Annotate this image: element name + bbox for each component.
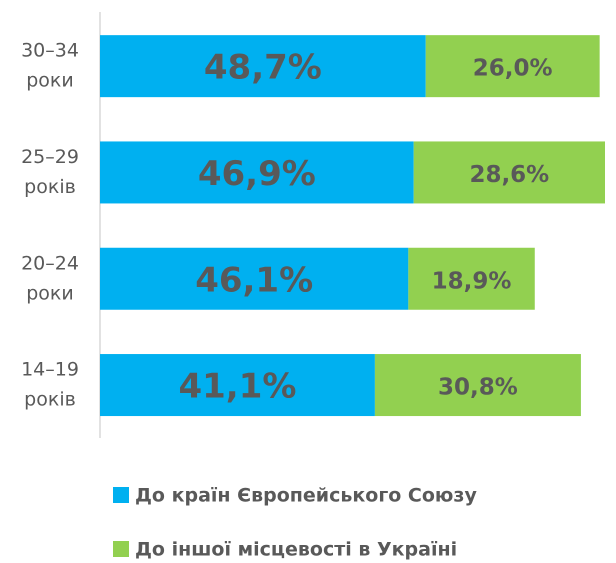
y-tick-label: 14–19 bbox=[21, 359, 79, 381]
y-tick-label: 30–34 bbox=[21, 40, 79, 62]
y-tick-label: 25–29 bbox=[21, 146, 79, 168]
y-tick-label: 20–24 bbox=[21, 252, 79, 274]
bar-segment bbox=[100, 354, 375, 417]
data-label: 41,1% bbox=[178, 367, 296, 407]
legend-swatch bbox=[113, 541, 129, 557]
data-label: 28,6% bbox=[469, 162, 549, 188]
legend-label: До іншої місцевості в Україні bbox=[135, 539, 457, 561]
bar-segment bbox=[413, 141, 605, 204]
bar-segment bbox=[408, 247, 535, 310]
y-tick-label: років bbox=[24, 389, 76, 411]
y-tick-label: роки bbox=[26, 282, 74, 304]
bar-segment bbox=[374, 354, 581, 417]
legend-label: До країн Європейського Союзу bbox=[135, 485, 477, 507]
bar-segment bbox=[100, 141, 414, 204]
data-label: 26,0% bbox=[473, 56, 553, 82]
y-tick-label: роки bbox=[26, 70, 74, 92]
bar-segment bbox=[100, 247, 409, 310]
data-label: 30,8% bbox=[438, 375, 518, 401]
data-label: 48,7% bbox=[204, 48, 322, 88]
data-label: 18,9% bbox=[432, 268, 512, 294]
legend-swatch bbox=[113, 487, 129, 503]
y-tick-label: років bbox=[24, 176, 76, 198]
bar-segment bbox=[100, 35, 426, 98]
bar-segment bbox=[425, 35, 600, 98]
data-label: 46,1% bbox=[195, 260, 313, 300]
data-label: 46,9% bbox=[198, 154, 316, 194]
